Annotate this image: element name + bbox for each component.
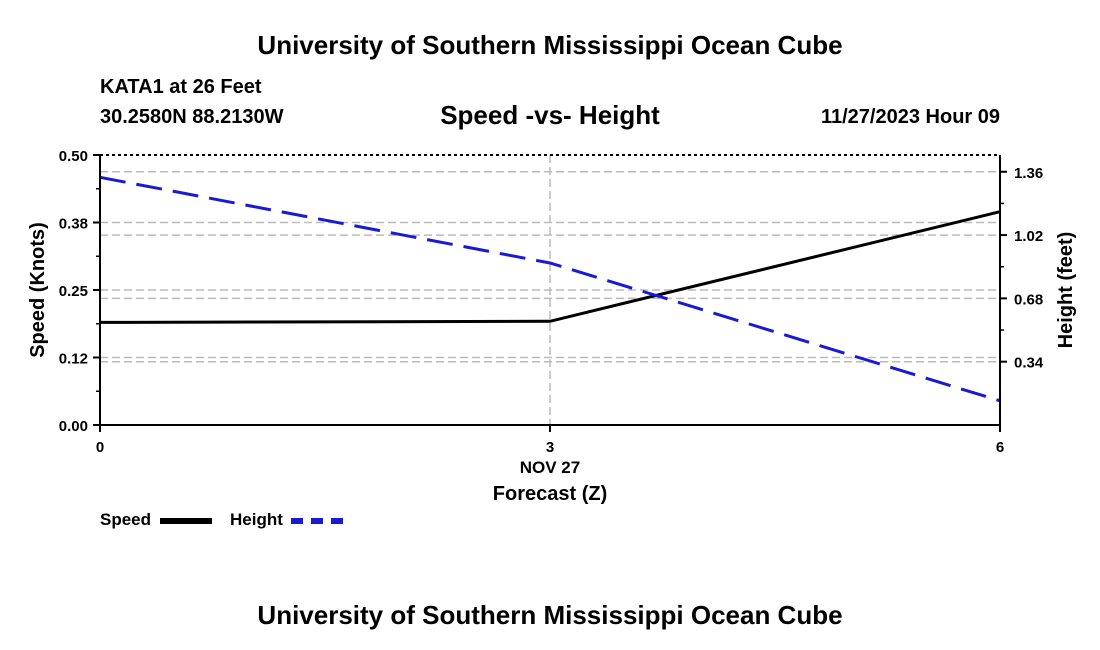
right-tick-label: 0.34 [1014,355,1044,372]
station-coordinates: 30.2580N 88.2130W [100,106,284,128]
x-tick-label: 6 [996,439,1004,456]
axis-labels: 0.00 0.12 0.25 0.38 0.50 0.34 0.68 1.02 1.36 0 3 6 N… [27,148,1077,505]
left-tick-label: 0.00 [59,418,88,435]
legend-speed-swatch [160,518,212,524]
axes [93,154,1007,432]
chart-title: Speed -vs- Height [440,100,660,130]
legend-height-label: Height [230,510,283,529]
right-tick-label: 1.02 [1014,228,1043,245]
right-axis-title: Height (feet) [1055,232,1077,349]
grid-lines [100,154,1000,425]
station-label: KATA1 at 26 Feet [100,76,262,98]
left-tick-label: 0.50 [59,148,88,165]
series-lines [99,175,1001,403]
left-tick-label: 0.38 [59,216,88,233]
height-series-line [99,175,1001,403]
x-tick-label: 3 [546,439,554,456]
x-tick-label: 0 [96,439,104,456]
legend-speed-label: Speed [100,510,152,529]
left-axis-title: Speed (Knots) [27,222,49,358]
x-axis-title: Forecast (Z) [493,483,607,505]
main-title: University of Southern Mississippi Ocean… [257,30,843,60]
footer-title: University of Southern Mississippi Ocean… [257,600,843,630]
left-tick-label: 0.25 [59,283,88,300]
left-tick-label: 0.12 [59,351,88,368]
right-tick-label: 1.36 [1014,165,1043,182]
legend-height-swatch [291,518,343,524]
speed-series-line [99,210,1001,324]
x-axis-date-label: NOV 27 [520,458,580,477]
forecast-datetime: 11/27/2023 Hour 09 [820,106,1000,128]
right-tick-label: 0.68 [1014,291,1043,308]
